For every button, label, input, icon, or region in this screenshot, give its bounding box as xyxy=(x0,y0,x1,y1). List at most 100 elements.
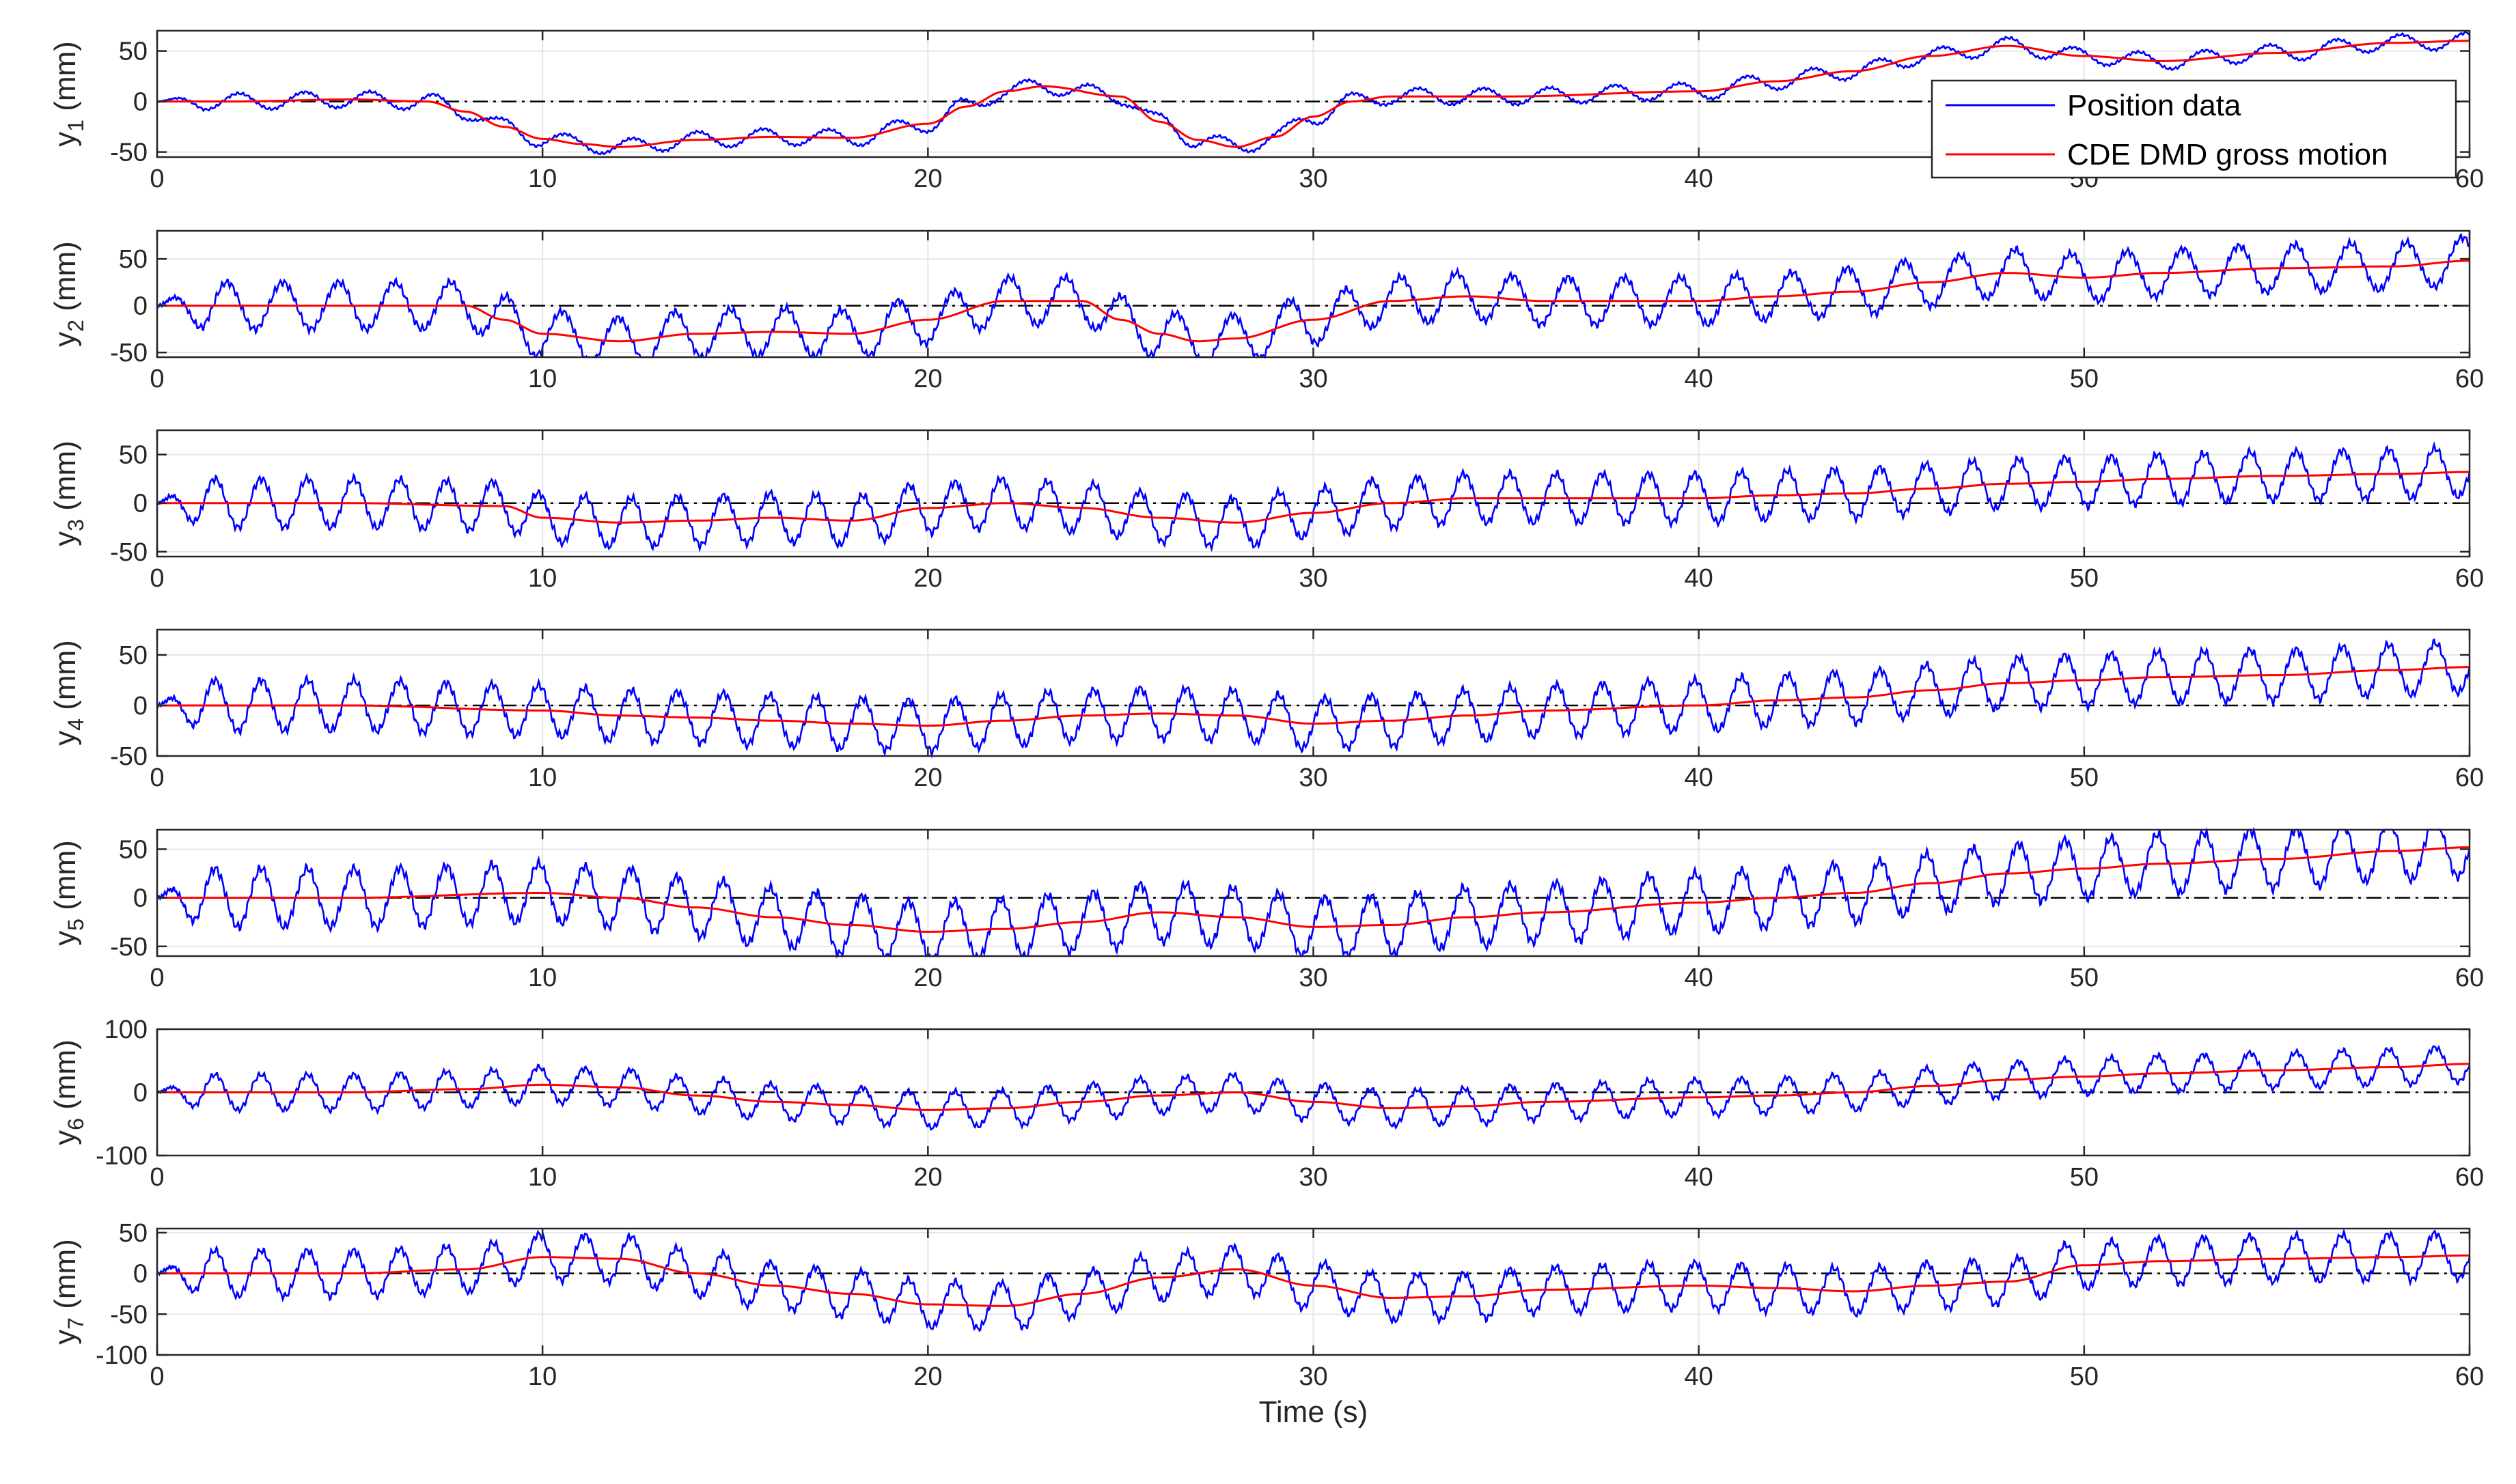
series-cde-dmd-gross-motion xyxy=(157,1254,2470,1307)
y-axis-label: y4 (mm) xyxy=(49,640,88,746)
x-tick-label: 20 xyxy=(913,1163,942,1192)
y-axis-label-unit: (mm) xyxy=(49,1239,82,1317)
series-cde-dmd-gross-motion xyxy=(157,666,2470,727)
x-tick-label: 50 xyxy=(2070,1362,2099,1391)
y-tick-label: 0 xyxy=(133,884,148,913)
x-tick-label: 10 xyxy=(528,964,557,992)
x-tick-label: 40 xyxy=(1685,964,1713,992)
y-axis-label-subscript: 6 xyxy=(64,1118,88,1130)
y-tick-label: 0 xyxy=(133,490,148,518)
x-tick-label: 20 xyxy=(913,564,942,593)
y-axis-label-subscript: 3 xyxy=(64,519,88,531)
x-tick-label: 10 xyxy=(528,165,557,193)
y-tick-label: 0 xyxy=(133,1260,148,1289)
x-tick-label: 30 xyxy=(1299,165,1327,193)
y-axis-label-subscript: 2 xyxy=(64,320,88,332)
x-tick-label: 40 xyxy=(1685,365,1713,393)
x-tick-label: 10 xyxy=(528,1362,557,1391)
x-tick-label: 10 xyxy=(528,564,557,593)
series-position-data xyxy=(156,31,2471,156)
y-tick-label: 0 xyxy=(133,692,148,720)
x-tick-label: 30 xyxy=(1299,365,1327,393)
y-axis-label-main: y xyxy=(49,731,82,746)
y-axis-label-subscript: 7 xyxy=(64,1317,88,1330)
x-tick-label: 30 xyxy=(1299,964,1327,992)
x-tick-label: 30 xyxy=(1299,764,1327,792)
y-axis-label-main: y xyxy=(49,1130,82,1145)
y-axis-label: y5 (mm) xyxy=(49,840,88,946)
x-tick-label: 50 xyxy=(2070,1163,2099,1192)
y-axis-label: y7 (mm) xyxy=(49,1239,88,1345)
y-axis-label-unit: (mm) xyxy=(49,241,82,320)
x-tick-label: 40 xyxy=(1685,1362,1713,1391)
x-tick-label: 60 xyxy=(2455,1362,2484,1391)
y-axis-label-main: y xyxy=(49,931,82,946)
x-tick-label: 20 xyxy=(913,165,942,193)
y-tick-label: -50 xyxy=(110,1300,148,1329)
legend-entry-label: CDE DMD gross motion xyxy=(2067,138,2388,171)
y-axis-label-main: y xyxy=(49,132,82,147)
x-tick-label: 0 xyxy=(150,564,164,593)
y-axis-label: y1 (mm) xyxy=(49,41,88,147)
y-tick-label: 50 xyxy=(119,441,148,470)
y-tick-label: -50 xyxy=(110,538,148,567)
x-axis-label: Time (s) xyxy=(1259,1395,1368,1429)
series-cde-dmd-gross-motion xyxy=(157,1063,2470,1111)
x-tick-label: 40 xyxy=(1685,1163,1713,1192)
y-axis-label-unit: (mm) xyxy=(49,640,82,718)
series-cde-dmd-gross-motion xyxy=(157,846,2470,933)
y-axis-label-unit: (mm) xyxy=(49,840,82,919)
legend: Position data CDE DMD gross motion xyxy=(1931,79,2457,179)
y-tick-label: 50 xyxy=(119,641,148,670)
series-position-data xyxy=(156,1044,2471,1131)
x-tick-label: 0 xyxy=(150,964,164,992)
x-tick-label: 30 xyxy=(1299,564,1327,593)
y-axis-label-subscript: 5 xyxy=(64,919,88,931)
x-tick-label: 0 xyxy=(150,764,164,792)
y-axis-label-unit: (mm) xyxy=(49,41,82,120)
y-axis-label: y2 (mm) xyxy=(49,241,88,347)
y-axis-label-main: y xyxy=(49,1330,82,1345)
y-axis-label-main: y xyxy=(49,332,82,347)
series-position-data xyxy=(156,826,2471,959)
legend-entry-label: Position data xyxy=(2067,89,2241,122)
y-tick-label: -50 xyxy=(110,139,148,167)
x-tick-label: 60 xyxy=(2455,764,2484,792)
y-axis-label-subscript: 4 xyxy=(64,718,88,731)
subplot-7: 0 10 20 30 40 50 60 -100 -50 0 50 y7 (mm) xyxy=(49,1219,2484,1391)
x-tick-label: 60 xyxy=(2455,964,2484,992)
series-cde-dmd-gross-motion xyxy=(157,471,2470,524)
y-tick-label: -100 xyxy=(96,1142,148,1171)
y-axis-label-unit: (mm) xyxy=(49,440,82,519)
legend-box xyxy=(1931,79,2457,179)
x-tick-label: 40 xyxy=(1685,564,1713,593)
x-tick-label: 0 xyxy=(150,165,164,193)
series-position-data xyxy=(156,233,2471,359)
x-tick-label: 30 xyxy=(1299,1362,1327,1391)
y-tick-label: -50 xyxy=(110,742,148,771)
x-tick-label: 10 xyxy=(528,764,557,792)
y-axis-label: y6 (mm) xyxy=(49,1039,88,1145)
series-cde-dmd-gross-motion xyxy=(157,40,2470,148)
y-tick-label: -50 xyxy=(110,339,148,367)
y-tick-label: 0 xyxy=(133,1079,148,1108)
x-tick-label: 60 xyxy=(2455,1163,2484,1192)
x-tick-label: 40 xyxy=(1685,764,1713,792)
series-position-data xyxy=(156,440,2471,552)
x-tick-label: 20 xyxy=(913,1362,942,1391)
x-tick-label: 60 xyxy=(2455,365,2484,393)
x-tick-label: 60 xyxy=(2455,165,2484,193)
x-tick-label: 20 xyxy=(913,964,942,992)
x-tick-label: 10 xyxy=(528,365,557,393)
y-tick-label: -50 xyxy=(110,933,148,962)
y-tick-label: 0 xyxy=(133,292,148,321)
y-tick-label: 50 xyxy=(119,38,148,66)
x-tick-label: 0 xyxy=(150,365,164,393)
x-tick-label: 50 xyxy=(2070,964,2099,992)
